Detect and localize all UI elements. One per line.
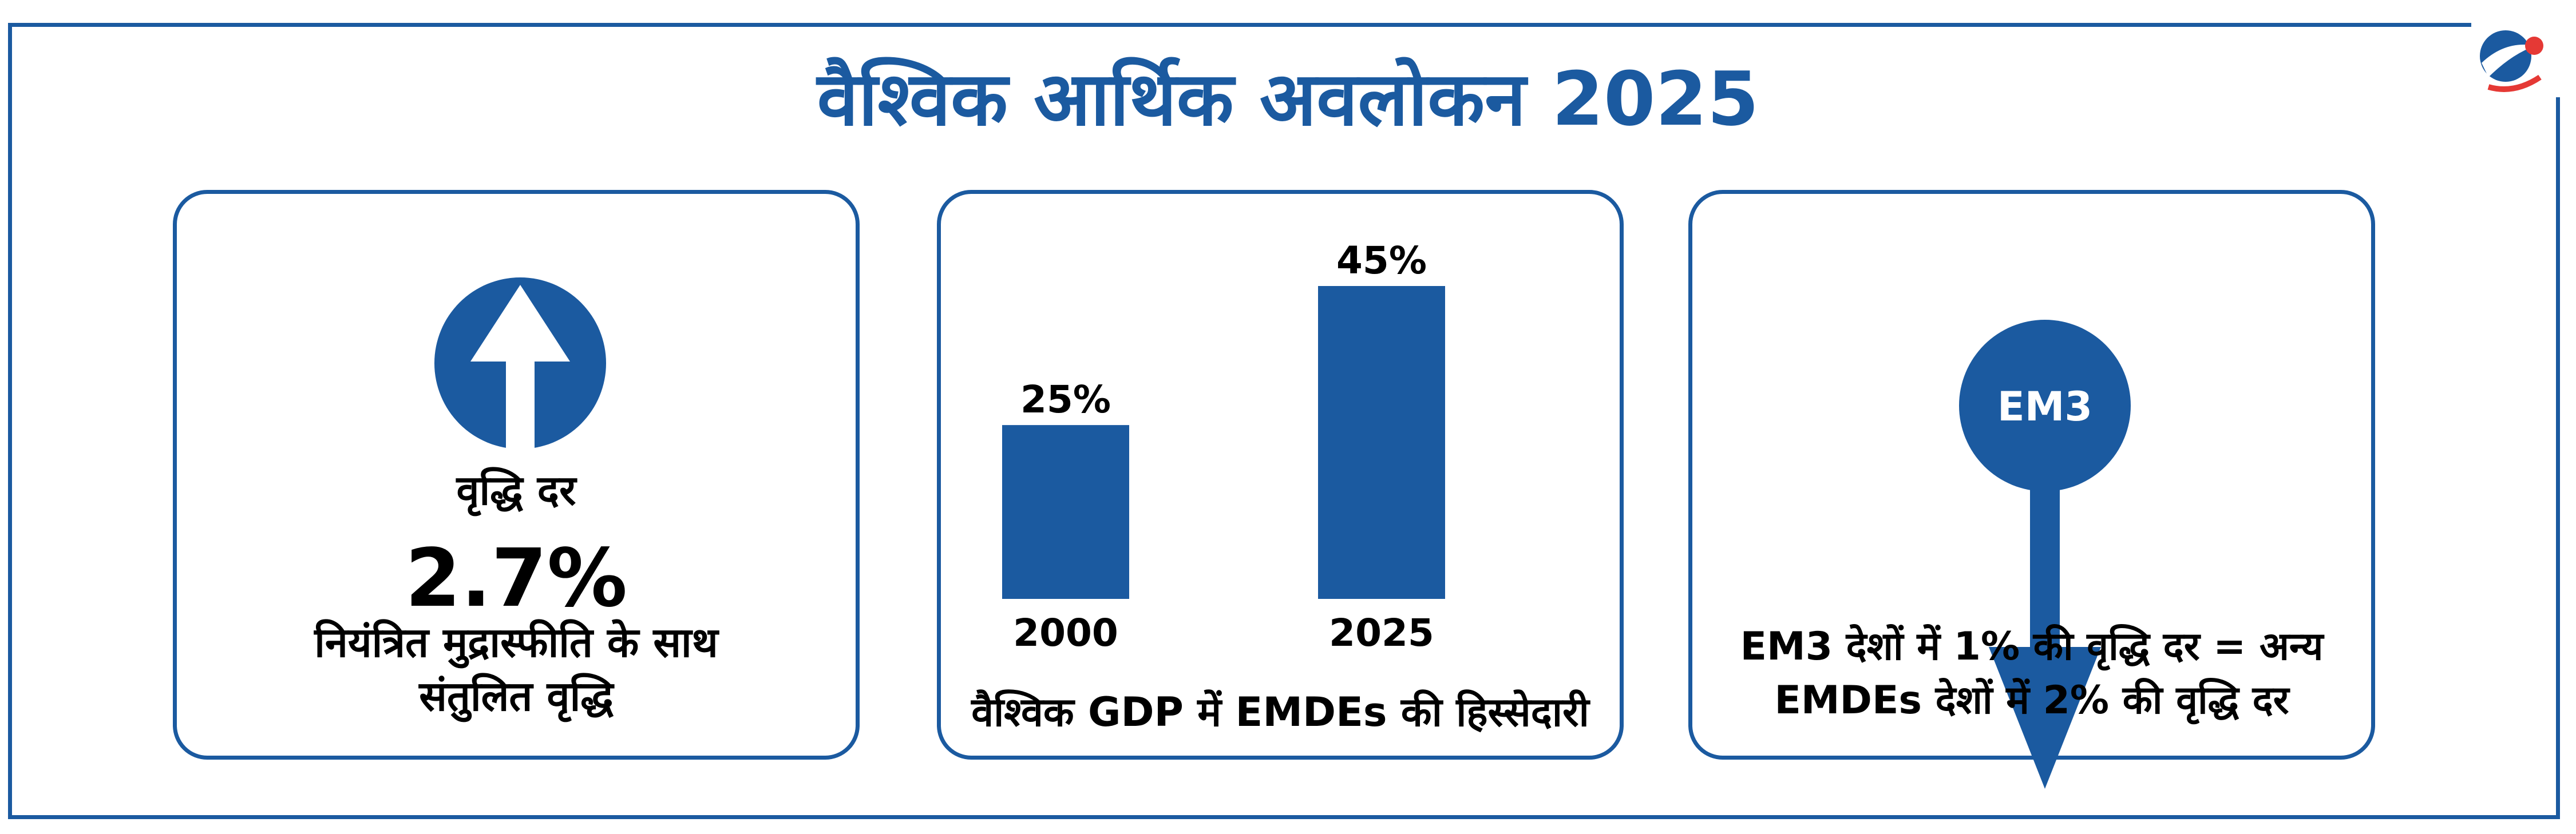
- bar-2025: [1318, 286, 1445, 599]
- em3-desc-line1: EM3 देशों में 1% की वृद्धि दर = अन्य: [1740, 624, 2324, 669]
- growth-desc-line1: नियंत्रित मुद्रास्फीति के साथ: [314, 618, 718, 666]
- bar-value-label: 25%: [1020, 378, 1111, 422]
- chart-caption: वैश्विक GDP में EMDEs की हिस्सेदारी: [971, 689, 1589, 736]
- growth-panel: वृद्धि दर 2.7% नियंत्रित मुद्रास्फीति के…: [173, 190, 860, 760]
- em3-badge-text: EM3: [1997, 383, 2092, 430]
- arrow-up-icon: [434, 277, 606, 451]
- page-title: वैश्विक आर्थिक अवलोकन 2025: [817, 55, 1759, 142]
- em3-panel: EM3 EM3 देशों में 1% की वृद्धि दर = अन्य…: [1688, 190, 2375, 789]
- share-chart-panel: 25% 2000 45% 2025 वैश्विक GDP में EMDEs की …: [937, 190, 1624, 760]
- growth-value: 2.7%: [405, 532, 628, 625]
- em3-desc-line2: EMDEs देशों में 2% की वृद्धि दर: [1774, 678, 2289, 723]
- growth-desc-line2: संतुलित वृद्धि: [419, 672, 614, 720]
- bar-value-label: 45%: [1336, 239, 1427, 283]
- category-tick-label: 2000: [1013, 611, 1118, 655]
- growth-label: वृद्धि दर: [456, 466, 576, 514]
- category-tick-label: 2025: [1329, 611, 1434, 655]
- brand-logo: [2471, 23, 2566, 97]
- arrow-down-icon: EM3: [1959, 320, 2131, 789]
- bar-2000: [1002, 425, 1129, 599]
- share-bar-chart: 25% 2000 45% 2025: [1002, 239, 1445, 655]
